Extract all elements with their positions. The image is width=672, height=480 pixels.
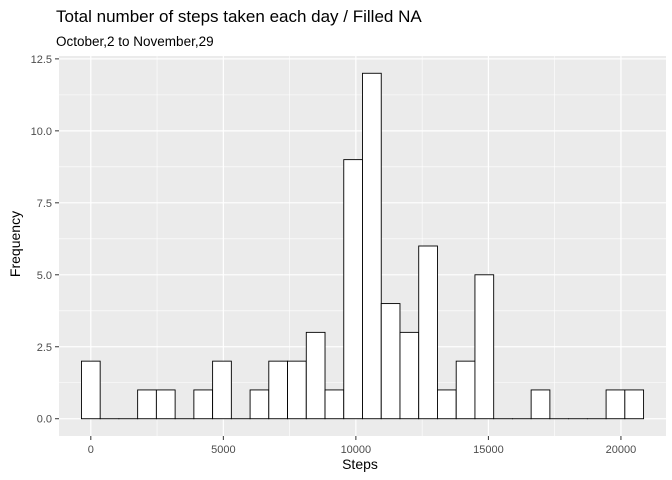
histogram-bar: [268, 360, 288, 420]
y-tick-label: 5.0: [37, 270, 52, 282]
histogram-bars: [81, 72, 645, 420]
histogram-bar: [380, 303, 401, 420]
y-tick-label: 7.5: [37, 198, 52, 210]
histogram-bar: [474, 274, 495, 420]
y-tick-label: 0.0: [37, 414, 52, 426]
x-tick-label: 15000: [473, 444, 504, 456]
chart-title: Total number of steps taken each day / F…: [56, 7, 422, 26]
histogram-bar: [305, 331, 326, 420]
histogram-bar: [624, 389, 645, 420]
y-tick-label: 10.0: [31, 126, 52, 138]
histogram-bar: [530, 389, 551, 420]
y-axis: 0.0 2.5 5.0 7.5 10.0 12.5: [31, 54, 59, 426]
y-tick-label: 12.5: [31, 54, 52, 66]
histogram-bar: [137, 389, 157, 420]
histogram-bar: [455, 360, 476, 420]
histogram-bar: [399, 331, 420, 420]
y-axis-label: Frequency: [7, 211, 23, 277]
x-tick-label: 10000: [341, 444, 372, 456]
histogram-bar: [362, 72, 382, 420]
histogram-bar: [605, 389, 626, 420]
histogram-bar: [212, 360, 232, 420]
histogram-bar: [249, 389, 270, 420]
x-tick-label: 5000: [211, 444, 235, 456]
histogram-bar: [81, 360, 101, 420]
x-axis: 0 5000 10000 15000 20000: [88, 436, 636, 456]
histogram-bar: [193, 389, 214, 420]
histogram-bar: [437, 389, 457, 420]
histogram-bar: [343, 159, 363, 420]
x-tick-label: 20000: [606, 444, 637, 456]
histogram-bar: [418, 245, 438, 420]
histogram-bar: [287, 360, 307, 420]
histogram-bar: [324, 389, 345, 420]
y-tick-label: 2.5: [37, 342, 52, 354]
histogram-bar: [155, 389, 176, 420]
x-axis-label: Steps: [342, 456, 378, 472]
chart-subtitle: October,2 to November,29: [56, 34, 214, 49]
x-tick-label: 0: [88, 444, 94, 456]
